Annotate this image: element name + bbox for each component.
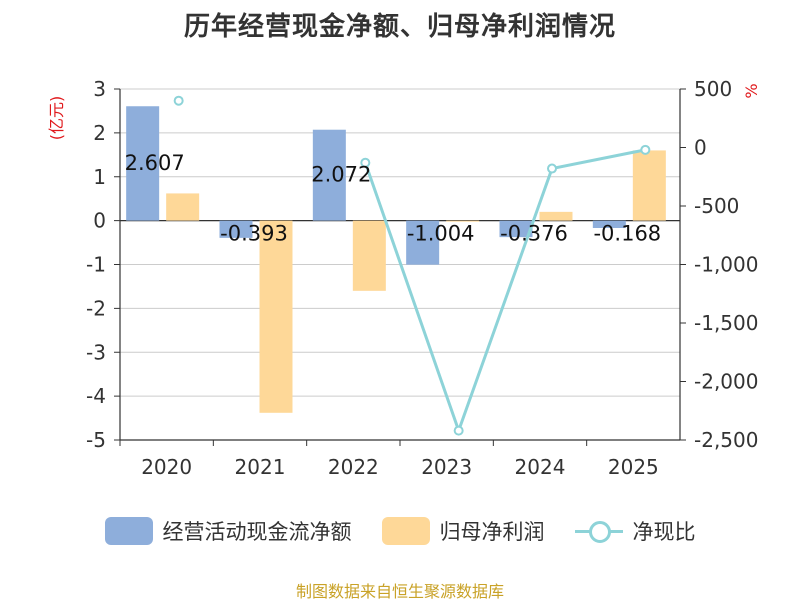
bar-cash	[126, 106, 160, 221]
y-left-tick-label: -4	[86, 384, 106, 408]
line-ratio	[363, 148, 646, 436]
x-tick-label: 2021	[235, 455, 286, 479]
y-right-tick-label: -2,000	[694, 370, 758, 394]
bar-cash	[219, 220, 253, 238]
y-left-tick-label: 2	[93, 121, 106, 145]
bar-cash	[406, 220, 440, 265]
y-left-tick-label: -5	[86, 428, 106, 452]
data-label-cash: -0.376	[500, 222, 568, 246]
legend-item-ratio[interactable]: 净现比	[574, 516, 696, 546]
x-tick-label: 2022	[328, 455, 379, 479]
y-left-tick-label: -2	[86, 296, 106, 320]
bar-profit	[352, 220, 386, 291]
y-right-tick-label: 500	[694, 77, 732, 101]
data-label-cash: -0.393	[220, 222, 288, 246]
y-left-tick-label: 0	[93, 209, 106, 233]
x-tick-label: 2023	[421, 455, 472, 479]
y-right-tick-label: -1,500	[694, 311, 758, 335]
bar-profit	[166, 193, 200, 221]
y-right-tick-label: -500	[694, 194, 739, 218]
bar-profit	[446, 220, 480, 222]
y-left-tick-label: -1	[86, 253, 106, 277]
legend-item-profit[interactable]: 归母净利润	[381, 516, 545, 546]
chart-title: 历年经营现金净额、归母净利润情况	[183, 12, 616, 42]
legend-item-cash[interactable]: 经营活动现金流净额	[104, 516, 352, 546]
line-ratio-point	[640, 144, 651, 155]
y-left-tick-label: 1	[93, 165, 106, 189]
y-left-tick-label: -3	[86, 340, 106, 364]
legend-swatch-ratio	[574, 517, 623, 545]
bar-cash	[312, 129, 346, 221]
bar-profit	[539, 211, 573, 221]
x-tick-label: 2020	[141, 455, 192, 479]
line-ratio-point	[360, 157, 371, 168]
legend-swatch-cash	[104, 517, 153, 545]
y-right-axis-label: %	[742, 83, 761, 98]
legend-label-cash: 经营活动现金流净额	[162, 520, 352, 544]
y-left-tick-label: 3	[93, 77, 106, 101]
y-right-tick-label: 0	[694, 136, 707, 160]
data-label-cash: 2.072	[311, 163, 371, 187]
data-label-cash: -0.168	[593, 222, 661, 246]
data-label-cash: -1.004	[407, 222, 475, 246]
bar-cash	[499, 220, 533, 238]
line-ratio-point	[173, 95, 184, 106]
legend-swatch-profit	[381, 517, 430, 545]
source-note: 制图数据来自恒生聚源数据库	[295, 582, 504, 601]
line-ratio-point	[547, 163, 557, 174]
x-tick-label: 2024	[515, 455, 566, 479]
y-left-axis-label: (亿元)	[47, 96, 66, 141]
legend-label-profit: 归母净利润	[439, 520, 545, 544]
data-label-cash: 2.607	[125, 151, 185, 175]
y-right-tick-label: -2,500	[694, 428, 758, 452]
legend-label-ratio: 净现比	[632, 520, 696, 544]
bar-cash	[592, 220, 626, 228]
x-tick-label: 2025	[608, 455, 659, 479]
y-right-tick-label: -1,000	[694, 253, 758, 277]
bar-profit	[259, 220, 293, 413]
line-ratio-point	[453, 425, 464, 436]
legend: 经营活动现金流净额 归母净利润 净现比	[0, 516, 800, 546]
bar-profit	[632, 150, 666, 221]
